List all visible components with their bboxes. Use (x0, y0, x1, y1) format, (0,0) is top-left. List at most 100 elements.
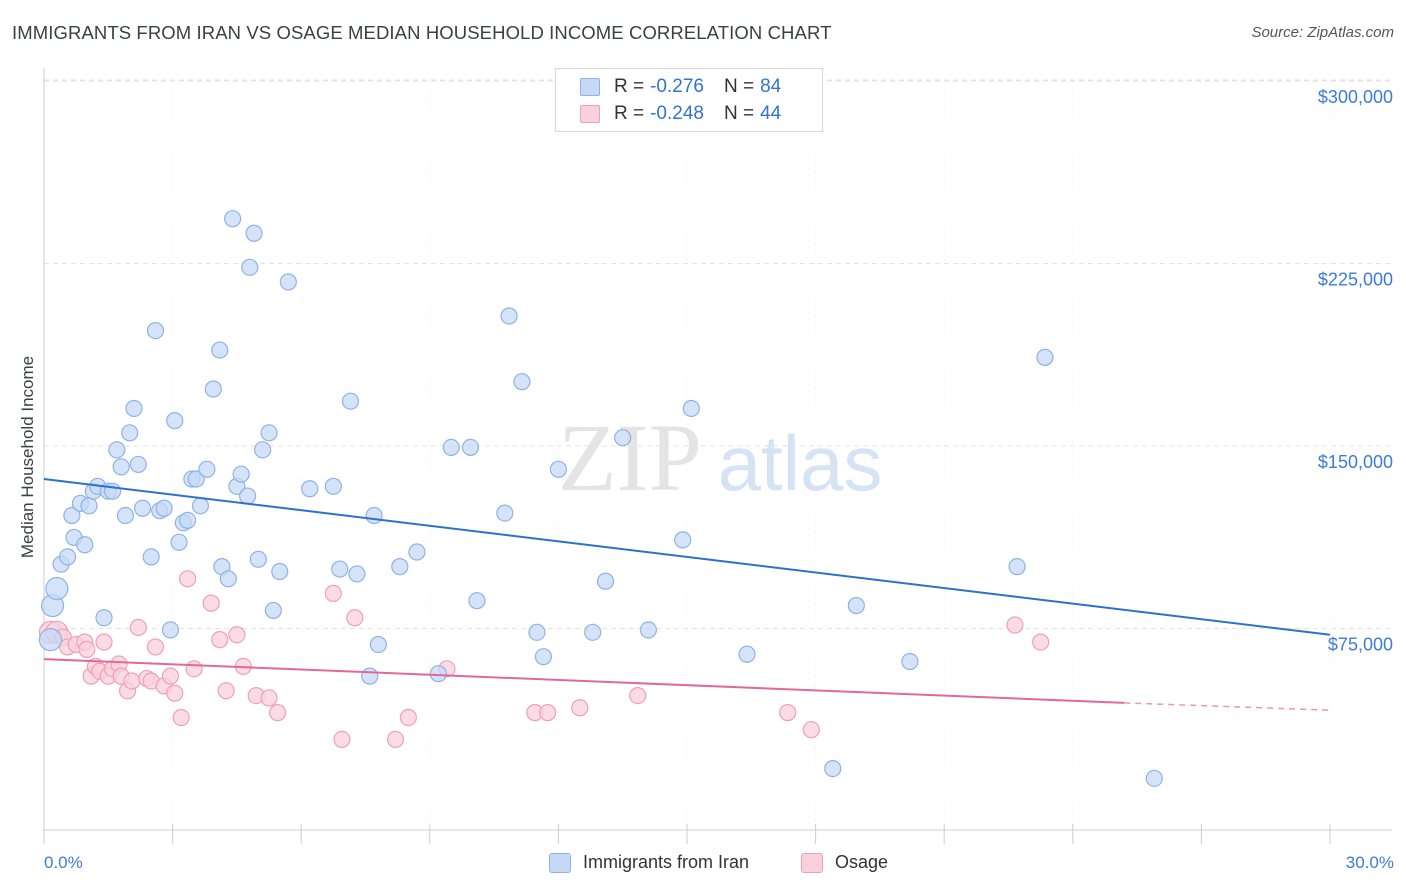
iran-point (142, 548, 160, 566)
osage-point (129, 618, 147, 637)
legend-n-label: N = (723, 76, 755, 97)
y-tick-label: $150,000 (1318, 452, 1393, 472)
osage-point (802, 721, 820, 739)
iran-point (116, 506, 135, 525)
iran-point (528, 623, 546, 641)
iran-point (108, 441, 126, 459)
iran-point (500, 307, 518, 325)
osage-point (539, 704, 557, 722)
iran-point (429, 665, 447, 683)
osage-point (202, 594, 220, 612)
osage-point (228, 626, 246, 644)
legend-r-label: R = (614, 103, 645, 124)
iran-point (161, 621, 180, 639)
iran-point (271, 562, 289, 581)
iran-point (584, 623, 602, 641)
bottom-legend-label-iran: Immigrants from Iran (583, 852, 750, 872)
iran-point (1036, 348, 1054, 366)
trend-lines (43, 478, 1331, 711)
osage-point (324, 584, 342, 603)
iran-point (45, 576, 69, 601)
iran-point (365, 506, 383, 525)
iran-point (682, 399, 700, 418)
iran-point (95, 609, 113, 627)
iran-point (596, 572, 615, 590)
watermark-zip: ZIP (558, 404, 702, 511)
osage-point (1006, 616, 1024, 634)
iran-point (170, 533, 188, 551)
iran-point (549, 460, 568, 478)
bottom-legend-iran[interactable]: Immigrants from Iran (549, 852, 749, 873)
legend-r-label: R = (614, 76, 645, 97)
iran-point (129, 455, 147, 474)
iran-point (639, 621, 658, 639)
iran-point (254, 441, 272, 459)
iran-point (125, 399, 143, 418)
iran-point (146, 322, 165, 340)
iran-point (155, 499, 173, 517)
iran-point (513, 373, 531, 391)
legend-n-label: N = (723, 103, 755, 124)
iran-point (901, 652, 919, 671)
osage-point (217, 682, 235, 700)
legend-swatch-iran (580, 78, 600, 96)
iran-point (80, 497, 98, 515)
iran-point (468, 592, 486, 610)
osage-point (1032, 633, 1050, 651)
iran-point (534, 648, 552, 666)
iran-point (279, 273, 297, 291)
osage-trend-line (43, 658, 1125, 704)
iran-point (442, 438, 460, 456)
legend-r-value: -0.248 (650, 103, 704, 124)
iran-point (219, 570, 237, 588)
iran-point (133, 499, 152, 517)
iran-point (187, 470, 205, 488)
iran-point (103, 482, 122, 500)
osage-point (629, 686, 647, 705)
iran-point (179, 511, 197, 530)
osage-point (166, 684, 184, 702)
legend-r-value: -0.276 (650, 76, 704, 97)
osage-point (146, 638, 165, 656)
iran-point (241, 258, 259, 276)
chart-title: IMMIGRANTS FROM IRAN VS OSAGE MEDIAN HOU… (12, 22, 832, 43)
legend-n-value: 44 (760, 103, 782, 124)
iran-point (63, 506, 81, 525)
bottom-legend-osage[interactable]: Osage (801, 852, 888, 873)
bottom-legend-swatch-iran (549, 852, 571, 873)
iran-point (245, 224, 263, 242)
iran-point (1008, 558, 1026, 576)
osage-point (571, 699, 589, 717)
iran-point (847, 596, 865, 615)
iran-point (191, 497, 210, 515)
osage-point (78, 640, 96, 658)
iran-point (58, 548, 77, 566)
iran-point (341, 392, 360, 410)
iran-point (211, 341, 229, 359)
iran-point (496, 504, 514, 522)
watermark-atlas: atlas (718, 419, 883, 507)
osage-point (211, 631, 229, 649)
iran-point (198, 460, 216, 478)
iran-point (331, 560, 349, 578)
iran-point (264, 601, 282, 620)
bottom-legend-swatch-osage (801, 852, 823, 873)
iran-point (112, 458, 130, 476)
iran-point (391, 558, 409, 576)
x-tick-label-max: 30.0% (1345, 853, 1394, 872)
iran-point (738, 645, 756, 663)
iran-point (121, 424, 139, 442)
iran-point (408, 543, 426, 561)
watermark: ZIP atlas (558, 404, 882, 511)
osage-point (399, 708, 417, 727)
iran-point (249, 550, 267, 568)
osage-point (179, 570, 197, 588)
y-tick-label: $225,000 (1318, 270, 1393, 290)
iran-point (76, 536, 94, 554)
osage-point (346, 609, 364, 627)
osage-point (161, 667, 180, 685)
iran-trend-line (43, 478, 1331, 636)
osage-point (185, 660, 203, 678)
legend-n-value: 84 (760, 76, 782, 97)
